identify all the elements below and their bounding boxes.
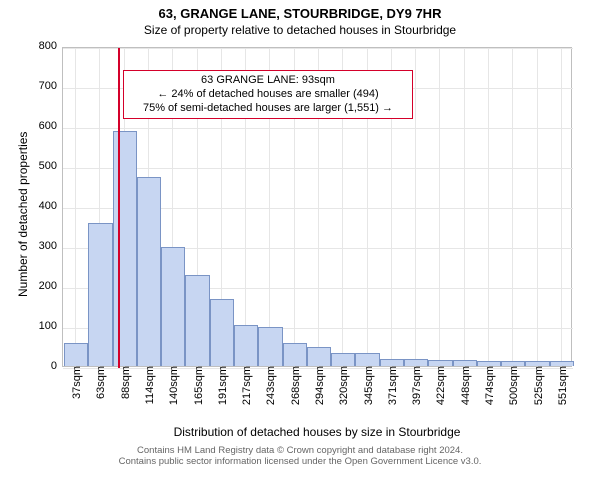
- note-line: 63 GRANGE LANE: 93sqm: [130, 74, 406, 88]
- x-tick: 551sqm: [553, 366, 569, 405]
- x-tick: 165sqm: [189, 366, 205, 405]
- page-title: 63, GRANGE LANE, STOURBRIDGE, DY9 7HR: [0, 6, 600, 21]
- gridline-v: [537, 48, 538, 368]
- footer-line-1: Contains HM Land Registry data © Crown c…: [0, 445, 600, 456]
- x-tick: 422sqm: [431, 366, 447, 405]
- x-tick: 371sqm: [383, 366, 399, 405]
- histogram-bar: [113, 131, 137, 366]
- y-tick: 500: [39, 160, 63, 172]
- gridline-v: [464, 48, 465, 368]
- footer-line-2: Contains public sector information licen…: [0, 456, 600, 467]
- plot-area: 010020030040050060070080037sqm63sqm88sqm…: [62, 47, 572, 367]
- x-tick: 243sqm: [261, 366, 277, 405]
- gridline-v: [439, 48, 440, 368]
- y-tick: 100: [39, 320, 63, 332]
- histogram-bar: [88, 223, 112, 366]
- y-tick: 0: [51, 360, 63, 372]
- y-tick: 700: [39, 80, 63, 92]
- x-tick: 448sqm: [456, 366, 472, 405]
- y-tick: 800: [39, 40, 63, 52]
- x-tick: 140sqm: [164, 366, 180, 405]
- x-tick: 397sqm: [407, 366, 423, 405]
- x-tick: 114sqm: [140, 366, 156, 404]
- gridline-v: [512, 48, 513, 368]
- histogram-bar: [258, 327, 282, 366]
- gridline-v: [75, 48, 76, 368]
- histogram-bar: [331, 353, 355, 366]
- y-tick: 600: [39, 120, 63, 132]
- x-tick: 191sqm: [213, 366, 229, 405]
- histogram-bar: [234, 325, 258, 366]
- note-line: ← 24% of detached houses are smaller (49…: [130, 88, 406, 102]
- page-subtitle: Size of property relative to detached ho…: [0, 23, 600, 37]
- y-tick: 400: [39, 200, 63, 212]
- chart-container: Number of detached properties 0100200300…: [62, 47, 600, 367]
- annotation-box: 63 GRANGE LANE: 93sqm← 24% of detached h…: [123, 70, 413, 119]
- note-line: 75% of semi-detached houses are larger (…: [130, 102, 406, 116]
- histogram-bar: [161, 247, 185, 366]
- x-tick: 88sqm: [116, 366, 132, 399]
- y-axis-label: Number of detached properties: [16, 132, 30, 297]
- histogram-bar: [404, 359, 428, 366]
- histogram-bar: [283, 343, 307, 366]
- x-tick: 268sqm: [286, 366, 302, 405]
- histogram-bar: [137, 177, 161, 366]
- y-tick: 300: [39, 240, 63, 252]
- histogram-bar: [307, 347, 331, 366]
- histogram-bar: [355, 353, 379, 366]
- x-tick: 345sqm: [359, 366, 375, 405]
- property-marker-line: [118, 48, 120, 368]
- x-tick: 320sqm: [334, 366, 350, 405]
- gridline-v: [415, 48, 416, 368]
- histogram-bar: [380, 359, 404, 366]
- histogram-bar: [185, 275, 209, 366]
- x-tick: 474sqm: [480, 366, 496, 405]
- x-tick: 37sqm: [67, 366, 83, 399]
- x-tick: 217sqm: [237, 366, 253, 405]
- y-tick: 200: [39, 280, 63, 292]
- x-tick: 525sqm: [529, 366, 545, 405]
- x-tick: 294sqm: [310, 366, 326, 405]
- histogram-bar: [210, 299, 234, 366]
- x-tick: 63sqm: [91, 366, 107, 399]
- histogram-bar: [64, 343, 88, 366]
- x-tick: 500sqm: [504, 366, 520, 405]
- x-axis-label: Distribution of detached houses by size …: [62, 425, 572, 439]
- gridline-v: [488, 48, 489, 368]
- gridline-v: [561, 48, 562, 368]
